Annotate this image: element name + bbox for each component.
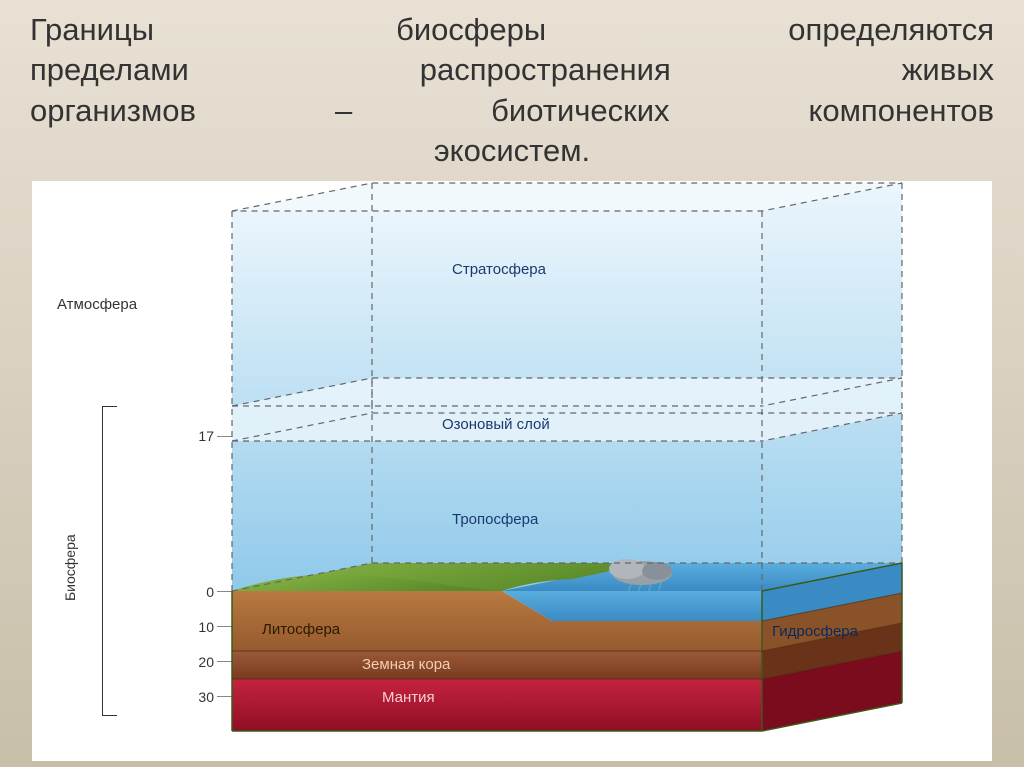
scale-30: 30 [174,689,214,705]
troposphere-label: Тропосфера [452,511,538,528]
scale-0: 0 [174,584,214,600]
diagram: Атмосфера Биосфера 17 0 10 20 30 [32,181,992,761]
title-line-3: организмов – биотических компонентов [30,91,994,131]
mantle-label: Мантия [382,689,435,706]
atmosphere-label: Атмосфера [57,296,137,313]
title-line-2: пределами распространения живых [30,50,994,90]
title-line-4: экосистем. [30,131,994,171]
tick-line [217,696,232,697]
scale-20: 20 [174,654,214,670]
biosphere-label: Биосфера [62,535,78,602]
stratosphere-label: Стратосфера [452,261,546,278]
tick-line [217,661,232,662]
title-line-1: Границы биосферы определяются [30,10,994,50]
tick-line [217,591,232,592]
hydrosphere-label: Гидросфера [772,623,858,640]
biosphere-bracket [102,406,117,716]
crust-label: Земная кора [362,656,450,673]
lithosphere-label: Литосфера [262,621,340,638]
tick-line [217,626,232,627]
scale-10: 10 [174,619,214,635]
ozone-label: Озоновый слой [442,416,550,433]
scale-17: 17 [174,428,214,444]
slide-title: Границы биосферы определяются пределами … [0,0,1024,181]
tick-line [217,436,232,437]
